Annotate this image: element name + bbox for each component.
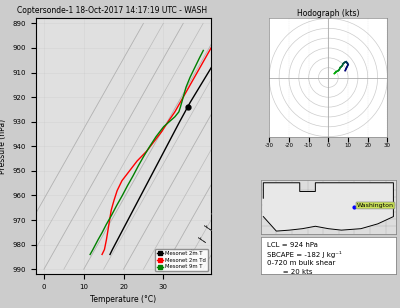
Y-axis label: Pressure (hPa): Pressure (hPa) bbox=[0, 119, 7, 174]
Text: Coptersonde-1 18-Oct-2017 14:17:19 UTC - WASH: Coptersonde-1 18-Oct-2017 14:17:19 UTC -… bbox=[17, 6, 207, 15]
Polygon shape bbox=[263, 183, 393, 231]
Title: Hodograph (kts): Hodograph (kts) bbox=[297, 9, 360, 18]
X-axis label: Temperature (°C): Temperature (°C) bbox=[90, 295, 156, 304]
Text: Washington: Washington bbox=[357, 203, 394, 208]
Legend: Mesonet 2m T, Mesonet 2m Td, Mesonet 9m T: Mesonet 2m T, Mesonet 2m Td, Mesonet 9m … bbox=[155, 249, 208, 271]
Text: LCL = 924 hPa
SBCAPE = -182 J kg⁻¹
0-720 m bulk shear
       = 20 kts: LCL = 924 hPa SBCAPE = -182 J kg⁻¹ 0-720… bbox=[268, 242, 342, 275]
